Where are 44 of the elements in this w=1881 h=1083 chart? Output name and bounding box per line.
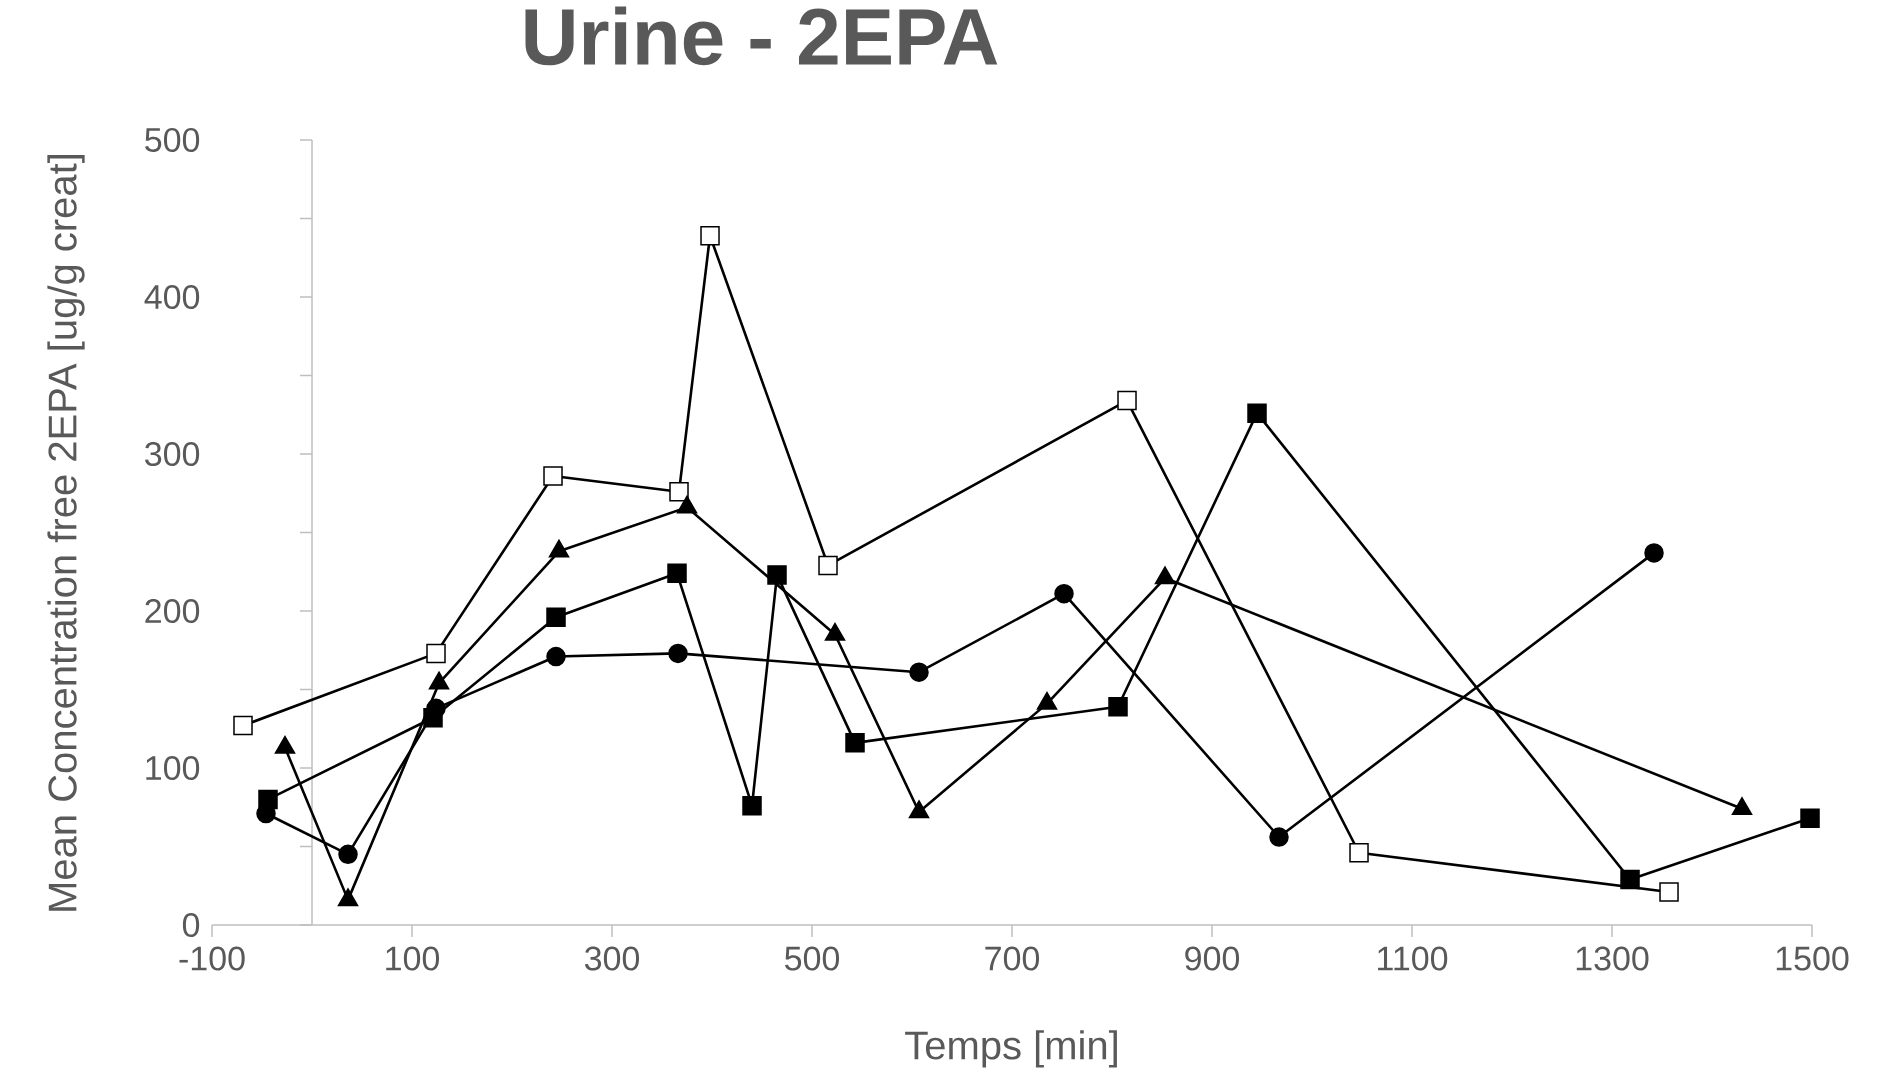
x-tick-label: 1100 xyxy=(1378,946,1448,971)
x-tick-label: 1500 xyxy=(1776,946,1849,971)
point xyxy=(1800,808,1820,828)
point xyxy=(1117,390,1137,411)
x-tick-label: 1300 xyxy=(1576,946,1649,971)
point xyxy=(909,662,929,682)
x-tick-label: 500 xyxy=(785,946,840,971)
x-tick-label: -100 xyxy=(179,946,245,971)
x-tick-label: 300 xyxy=(584,946,640,971)
point xyxy=(669,481,689,502)
y-tick-label: 100 xyxy=(146,755,200,781)
point xyxy=(338,844,358,865)
x-axis-title: Temps [min] xyxy=(905,1030,1117,1068)
point xyxy=(767,565,787,585)
point xyxy=(233,715,253,736)
point xyxy=(1644,543,1664,563)
point xyxy=(543,466,563,486)
x-tick-label: 100 xyxy=(386,946,440,971)
y-axis-title: Mean Concentration free 2EPA [ug/g creat] xyxy=(47,155,85,911)
point xyxy=(426,698,446,719)
point xyxy=(668,643,688,664)
x-tick-label: 700 xyxy=(985,946,1040,971)
point xyxy=(1108,697,1128,717)
point xyxy=(1620,869,1640,890)
x-tick-label: 900 xyxy=(1185,946,1240,971)
y-tick-label: 300 xyxy=(145,441,200,467)
point xyxy=(1054,583,1074,604)
y-tick-label: 500 xyxy=(145,127,200,153)
chart-title: Urine - 2EPA xyxy=(525,6,998,66)
point xyxy=(818,555,838,576)
point xyxy=(546,646,566,667)
point xyxy=(1269,827,1289,847)
point xyxy=(845,733,865,753)
point xyxy=(700,226,720,246)
y-tick-label: 400 xyxy=(144,284,200,310)
point xyxy=(426,643,446,664)
point xyxy=(1659,882,1679,902)
point xyxy=(667,563,687,584)
y-tick-label: 0 xyxy=(182,912,200,938)
y-tick-label: 200 xyxy=(145,598,200,624)
point xyxy=(1349,843,1369,863)
point xyxy=(546,607,566,628)
point xyxy=(742,795,762,816)
point xyxy=(1247,403,1267,423)
